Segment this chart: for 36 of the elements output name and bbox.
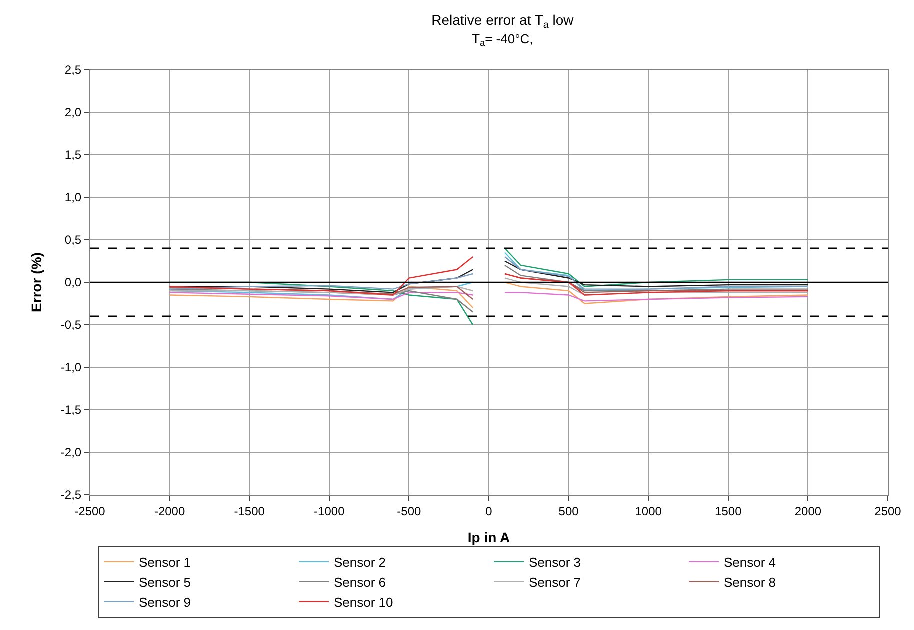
y-tick-label: -2,0 <box>60 446 82 460</box>
legend-label: Sensor 10 <box>334 594 394 610</box>
x-tick-label: 500 <box>558 504 580 518</box>
x-tick-label: 1000 <box>635 504 662 518</box>
x-tick-label: 2500 <box>874 504 902 518</box>
x-tick-label: -500 <box>397 504 422 518</box>
y-tick-label: 0,0 <box>64 276 82 290</box>
x-tick-label: 0 <box>486 504 493 518</box>
y-tick-label: -0,5 <box>60 318 82 332</box>
x-tick-label: 2000 <box>794 504 822 518</box>
x-tick-label: -1000 <box>314 504 346 518</box>
legend-label: Sensor 1 <box>139 555 192 570</box>
x-tick-label: -2000 <box>154 504 186 518</box>
x-tick-label: -1500 <box>234 504 266 518</box>
legend-label: Sensor 6 <box>334 574 386 590</box>
y-tick-label: 2,5 <box>64 63 82 78</box>
legend-label: Sensor 3 <box>529 555 582 570</box>
x-axis-title: Ip in A <box>468 530 510 546</box>
legend-label: Sensor 2 <box>334 555 386 570</box>
y-tick-label: -1,0 <box>60 360 82 375</box>
y-axis-title: Error (%) <box>28 252 45 312</box>
legend-label: Sensor 9 <box>139 594 192 610</box>
y-tick-label: 2,0 <box>64 106 82 120</box>
y-tick-label: -2,5 <box>60 488 82 502</box>
legend-label: Sensor 8 <box>724 574 776 590</box>
x-tick-label: 1500 <box>715 504 742 518</box>
legend-label: Sensor 4 <box>724 555 776 570</box>
y-tick-label: 1,0 <box>64 190 82 205</box>
y-tick-label: -1,5 <box>60 403 82 418</box>
legend-label: Sensor 7 <box>529 574 582 590</box>
chart-title: Relative error at T$_{a}$ low <box>432 12 575 32</box>
y-tick-label: 0,5 <box>64 233 82 248</box>
y-tick-label: 1,5 <box>64 148 82 162</box>
x-tick-label: -2500 <box>74 504 106 518</box>
chart-subtitle: T$_{a}$= -40°C, <box>472 31 534 48</box>
legend-label: Sensor 5 <box>139 574 192 590</box>
